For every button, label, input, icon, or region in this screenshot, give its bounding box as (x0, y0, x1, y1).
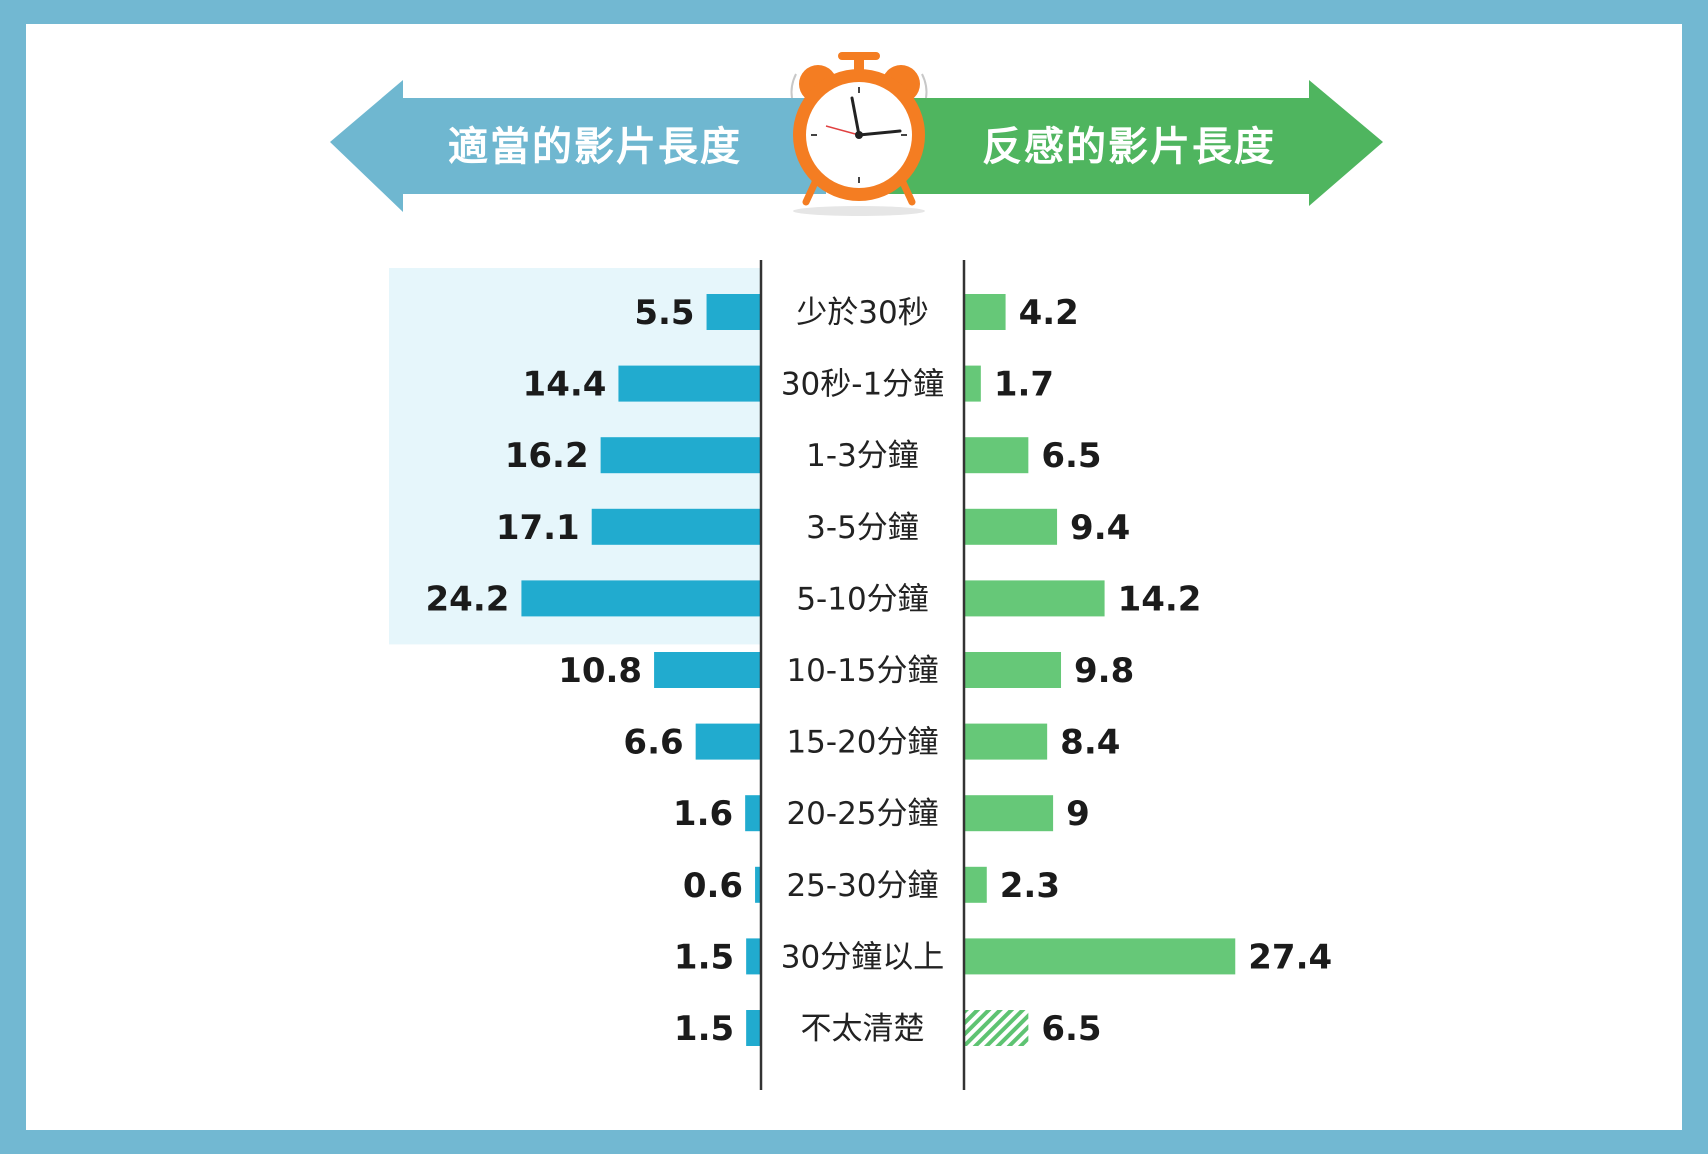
right-value-labels: 4.2 1.7 6.5 9.4 14.2 9.8 8.4 92.3 27.4 6.5 (994, 293, 1332, 1049)
right-bar-row-2 (964, 365, 981, 402)
right-bar-row-8 (964, 795, 1054, 832)
alarm-clock-icon (790, 52, 928, 216)
right-value-row-1: 4.2 (1019, 293, 1079, 333)
left-bar-row-7 (695, 723, 761, 760)
left-value-row-4: 17.1 (496, 508, 580, 548)
left-bar-row-5 (521, 580, 761, 617)
category-label-row-7: 15-20分鐘 (786, 725, 938, 761)
left-bars (521, 294, 761, 1046)
category-label-row-4: 3-5分鐘 (806, 510, 919, 546)
right-bar-row-6 (964, 652, 1062, 688)
right-value-row-8: 9 (1066, 794, 1090, 834)
right-value-row-7: 8.4 (1060, 723, 1120, 763)
chart-panel: 適當的影片長度 反感的影片長度 (26, 24, 1682, 1130)
right-bar-row-10 (964, 938, 1236, 975)
right-value-row-9: 2.3 (1000, 866, 1060, 906)
left-value-row-8: 1.6 (673, 794, 733, 834)
right-value-row-2: 1.7 (994, 365, 1054, 405)
left-value-row-6: 10.8 (558, 651, 642, 691)
left-value-row-2: 14.4 (523, 365, 607, 405)
left-bar-row-8 (745, 795, 761, 832)
left-value-row-9: 0.6 (683, 866, 743, 906)
right-value-row-11: 6.5 (1041, 1009, 1101, 1049)
right-value-row-6: 9.8 (1074, 651, 1134, 691)
left-value-row-10: 1.5 (674, 937, 734, 977)
right-banner: 反感的影片長度 (868, 80, 1383, 206)
category-label-row-2: 30秒-1分鐘 (781, 367, 944, 403)
category-label-row-1: 少於30秒 (796, 295, 928, 331)
left-value-row-7: 6.6 (623, 723, 683, 763)
right-value-row-3: 6.5 (1041, 436, 1101, 476)
left-arrow-shape (330, 80, 826, 212)
category-label-row-6: 10-15分鐘 (786, 653, 938, 689)
left-value-row-1: 5.5 (634, 293, 694, 333)
left-bar-row-3 (600, 437, 761, 474)
left-banner: 適當的影片長度 (330, 80, 826, 212)
left-bar-row-11 (746, 1010, 761, 1046)
category-label-row-3: 1-3分鐘 (806, 438, 919, 474)
right-arrow-shape (868, 80, 1383, 206)
category-label-row-9: 25-30分鐘 (786, 868, 938, 904)
left-bar-row-4 (591, 508, 761, 545)
right-banner-label: 反感的影片長度 (982, 124, 1276, 170)
left-bar-row-6 (654, 652, 761, 688)
category-label-row-8: 20-25分鐘 (786, 796, 938, 832)
chart-svg: 適當的影片長度 反感的影片長度 (330, 52, 1383, 1090)
category-label-row-11: 不太清楚 (801, 1011, 925, 1047)
right-bars (964, 294, 1236, 1046)
left-banner-label: 適當的影片長度 (448, 124, 742, 170)
category-label-row-10: 30分鐘以上 (781, 939, 944, 975)
right-bar-row-4 (964, 508, 1058, 545)
category-labels: 少於30秒 30秒-1分鐘 1-3分鐘 3-5分鐘 5-10分鐘 10-15分鐘 15-20… (781, 295, 944, 1047)
right-value-row-10: 27.4 (1248, 937, 1332, 977)
right-value-row-5: 14.2 (1118, 579, 1202, 619)
right-value-row-4: 9.4 (1070, 508, 1130, 548)
category-label-row-5: 5-10分鐘 (796, 581, 928, 617)
right-bar-row-1 (964, 294, 1006, 330)
left-bar-row-1 (706, 294, 761, 330)
left-bar-row-10 (746, 938, 761, 975)
left-bar-row-9 (755, 866, 761, 903)
left-value-row-5: 24.2 (426, 579, 510, 619)
right-bar-row-3 (964, 437, 1029, 474)
right-bar-row-11 (964, 1010, 1029, 1046)
left-value-row-11: 1.5 (674, 1009, 734, 1049)
right-bar-row-5 (964, 580, 1105, 617)
left-value-labels: 5.5 14.4 16.2 17.1 24.2 10.8 6.6 1.6 0.6 1.5 1.5 (426, 293, 744, 1049)
right-bar-row-9 (964, 866, 987, 903)
left-bar-row-2 (618, 365, 761, 402)
left-value-row-3: 16.2 (505, 436, 589, 476)
right-bar-row-7 (964, 723, 1048, 760)
